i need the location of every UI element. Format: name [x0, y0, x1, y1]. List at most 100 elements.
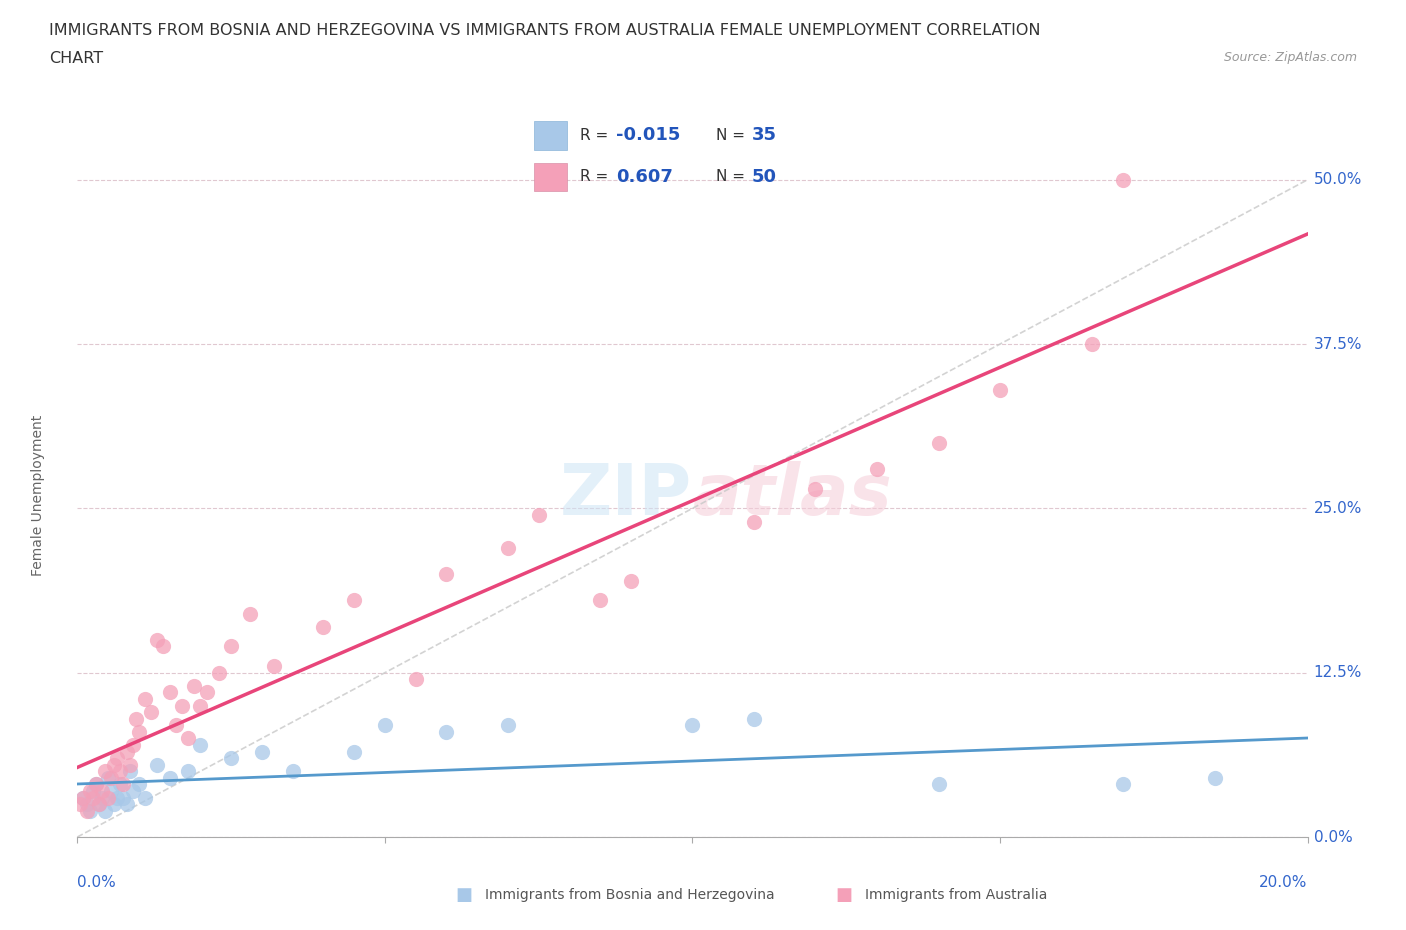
Point — [115, 797, 138, 812]
Point — [263, 658, 285, 673]
Point — [128, 777, 150, 791]
Point — [90, 790, 114, 805]
Text: R =: R = — [581, 169, 613, 184]
Point — [100, 784, 122, 799]
Point — [94, 764, 117, 778]
Text: ■: ■ — [456, 885, 472, 904]
Text: N =: N = — [716, 128, 749, 143]
Point — [146, 632, 169, 647]
Point — [405, 671, 427, 686]
Point — [72, 790, 94, 805]
Point — [159, 770, 181, 785]
Text: 35: 35 — [752, 126, 778, 144]
Point — [105, 751, 128, 765]
Point — [159, 685, 181, 700]
Point — [76, 797, 98, 812]
Point — [742, 514, 765, 529]
Point — [589, 593, 612, 608]
Point — [1112, 172, 1135, 187]
Point — [188, 737, 212, 752]
Point — [1204, 770, 1226, 785]
Text: 12.5%: 12.5% — [1313, 665, 1362, 680]
Point — [103, 797, 125, 812]
Point — [103, 757, 125, 772]
Point — [312, 619, 335, 634]
Point — [118, 757, 141, 772]
Text: CHART: CHART — [49, 51, 103, 66]
Text: Immigrants from Bosnia and Herzegovina: Immigrants from Bosnia and Herzegovina — [485, 887, 775, 902]
Point — [436, 724, 458, 739]
Text: 0.0%: 0.0% — [1313, 830, 1353, 844]
Point — [82, 784, 104, 799]
Point — [928, 777, 950, 791]
Text: -0.015: -0.015 — [616, 126, 681, 144]
Text: ZIP: ZIP — [560, 460, 693, 530]
Point — [110, 777, 132, 791]
Point — [183, 678, 205, 693]
Point — [620, 573, 643, 588]
Point — [90, 784, 114, 799]
Text: atlas: atlas — [693, 460, 893, 530]
Point — [170, 698, 193, 713]
Point — [188, 698, 212, 713]
Text: 50.0%: 50.0% — [1313, 172, 1362, 187]
Point — [436, 566, 458, 581]
Text: 50: 50 — [752, 168, 778, 186]
Point — [79, 804, 101, 818]
Point — [682, 718, 704, 733]
Point — [177, 764, 200, 778]
Point — [195, 685, 218, 700]
Point — [100, 770, 122, 785]
Point — [121, 737, 143, 752]
Point — [87, 797, 110, 812]
Text: R =: R = — [581, 128, 613, 143]
Text: 20.0%: 20.0% — [1260, 874, 1308, 890]
Text: 0.607: 0.607 — [616, 168, 673, 186]
Point — [219, 639, 242, 654]
Point — [118, 764, 141, 778]
Point — [165, 718, 187, 733]
Point — [121, 784, 143, 799]
Point — [496, 540, 519, 555]
Point — [97, 790, 120, 805]
Point — [250, 744, 273, 759]
Text: Source: ZipAtlas.com: Source: ZipAtlas.com — [1223, 51, 1357, 64]
Point — [866, 461, 889, 476]
Point — [177, 731, 200, 746]
Text: ■: ■ — [835, 885, 852, 904]
Point — [219, 751, 242, 765]
Text: 25.0%: 25.0% — [1313, 501, 1362, 516]
Point — [125, 711, 148, 726]
Text: 0.0%: 0.0% — [77, 874, 117, 890]
Point — [84, 777, 107, 791]
Point — [128, 724, 150, 739]
Point — [928, 435, 950, 450]
Point — [72, 790, 94, 805]
Point — [1112, 777, 1135, 791]
Point — [76, 804, 98, 818]
Point — [134, 692, 156, 707]
Point — [742, 711, 765, 726]
Point — [374, 718, 396, 733]
Point — [988, 382, 1011, 397]
Point — [527, 508, 550, 523]
Text: Female Unemployment: Female Unemployment — [31, 415, 45, 576]
Text: Immigrants from Australia: Immigrants from Australia — [865, 887, 1047, 902]
Point — [804, 481, 827, 496]
Point — [69, 797, 91, 812]
Point — [239, 606, 262, 621]
Point — [105, 790, 128, 805]
Point — [87, 797, 110, 812]
Point — [343, 744, 366, 759]
Point — [343, 593, 366, 608]
Point — [84, 777, 107, 791]
Text: IMMIGRANTS FROM BOSNIA AND HERZEGOVINA VS IMMIGRANTS FROM AUSTRALIA FEMALE UNEMP: IMMIGRANTS FROM BOSNIA AND HERZEGOVINA V… — [49, 23, 1040, 38]
Point — [281, 764, 304, 778]
Point — [141, 705, 163, 720]
Point — [115, 744, 138, 759]
Point — [496, 718, 519, 733]
Point — [79, 784, 101, 799]
Point — [134, 790, 156, 805]
Point — [97, 770, 120, 785]
Point — [112, 790, 135, 805]
